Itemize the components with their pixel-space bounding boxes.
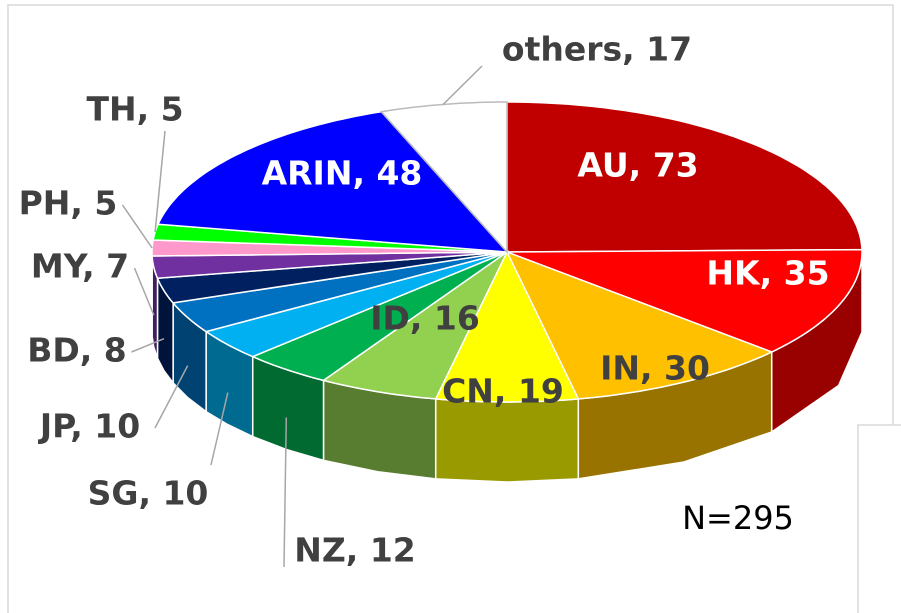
side-panel <box>857 424 901 613</box>
pie-slice <box>156 251 508 304</box>
pie-slice <box>506 101 863 253</box>
leader-line <box>133 267 155 316</box>
data-label: CN, 19 <box>442 372 564 411</box>
leader-line <box>442 65 483 106</box>
pie-slice <box>434 250 580 403</box>
data-label: ID, 16 <box>370 299 480 338</box>
leader-line <box>154 130 166 233</box>
labels: AU, 73 HK, 35 IN, 30 CN, 19 ID, 16 NZ, 12 SG, … <box>19 30 830 570</box>
data-label: HK, 35 <box>706 254 829 293</box>
data-label: SG, 10 <box>88 474 209 513</box>
data-label: JP, 10 <box>38 407 140 446</box>
leader-line <box>210 392 229 466</box>
pie-slice <box>321 249 509 400</box>
pie-slice <box>506 248 863 353</box>
data-label: TH, 5 <box>86 90 183 129</box>
pie-slice <box>250 251 508 382</box>
leader-line <box>131 338 165 353</box>
pie-tops <box>151 101 863 403</box>
data-label: ARIN, 48 <box>262 154 423 193</box>
pie-slice <box>171 251 508 333</box>
data-label: NZ, 12 <box>294 531 416 570</box>
leader-line <box>121 204 153 249</box>
pie-slice <box>151 251 508 279</box>
data-label: BD, 8 <box>27 331 127 370</box>
annotation: N=295 <box>682 499 794 537</box>
chart-frame <box>7 4 894 613</box>
data-label: PH, 5 <box>19 184 118 223</box>
data-label: AU, 73 <box>577 146 698 185</box>
leader-line <box>154 365 189 429</box>
pie-slice <box>156 110 509 253</box>
data-label: others, 17 <box>502 30 692 69</box>
pie-slice <box>505 250 774 400</box>
data-label: IN, 30 <box>600 349 710 388</box>
pie-side <box>434 398 580 483</box>
leader-line <box>283 417 288 568</box>
pie-slice <box>204 251 508 358</box>
data-label: MY, 7 <box>31 247 129 286</box>
